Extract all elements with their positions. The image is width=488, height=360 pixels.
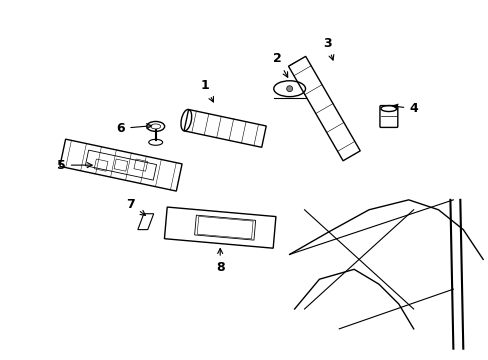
Text: 2: 2 [273,53,287,77]
Text: 8: 8 [215,248,224,274]
Text: 4: 4 [392,102,417,115]
Text: 6: 6 [117,122,151,135]
Circle shape [286,86,292,92]
Text: 1: 1 [201,79,213,102]
Text: 3: 3 [323,37,333,60]
Text: 7: 7 [126,198,145,215]
Text: 5: 5 [57,159,92,172]
